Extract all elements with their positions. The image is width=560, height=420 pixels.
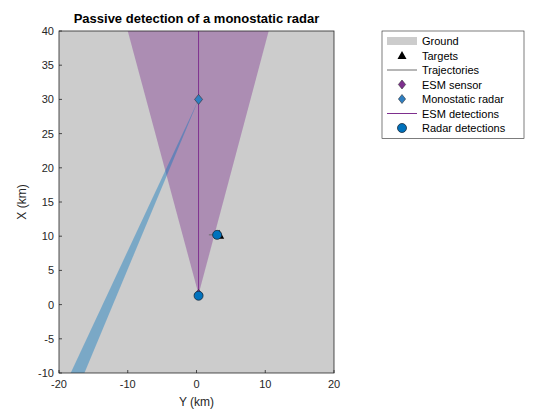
x-tick bbox=[59, 370, 60, 373]
y-axis-label: X (km) bbox=[15, 184, 29, 219]
x-tick-label: 10 bbox=[259, 378, 271, 390]
y-tick bbox=[59, 304, 62, 305]
x-tick bbox=[334, 370, 335, 373]
y-tick bbox=[59, 202, 62, 203]
y-tick-label: 30 bbox=[42, 93, 54, 105]
x-tick-label: -10 bbox=[120, 378, 136, 390]
legend-label: ESM detections bbox=[422, 108, 500, 120]
y-tick bbox=[59, 373, 62, 374]
title: Passive detection of a monostatic radar bbox=[74, 11, 320, 26]
y-tick bbox=[59, 31, 62, 32]
coverage-region bbox=[128, 31, 269, 294]
x-tick-label: 20 bbox=[328, 378, 340, 390]
y-tick-label: 0 bbox=[48, 299, 54, 311]
x-tick bbox=[196, 370, 197, 373]
y-tick-label: -5 bbox=[44, 333, 54, 345]
y-tick-label: 5 bbox=[48, 264, 54, 276]
point bbox=[195, 289, 203, 299]
plot-area bbox=[59, 31, 334, 373]
legend-label: Targets bbox=[422, 50, 459, 62]
y-tick bbox=[59, 338, 62, 339]
legend-label: Ground bbox=[422, 35, 459, 47]
x-tick bbox=[265, 370, 266, 373]
x-tick-label: -20 bbox=[51, 378, 67, 390]
y-tick bbox=[59, 99, 62, 100]
y-tick-label: 10 bbox=[42, 230, 54, 242]
series-line bbox=[198, 31, 199, 294]
legend-box bbox=[382, 31, 524, 139]
y-tick bbox=[59, 133, 62, 134]
legend-swatch bbox=[387, 113, 417, 114]
legend-swatch bbox=[387, 70, 417, 71]
y-tick-label: 40 bbox=[42, 25, 54, 37]
legend-swatch bbox=[398, 51, 407, 59]
y-tick-label: 20 bbox=[42, 162, 54, 174]
y-tick bbox=[59, 270, 62, 271]
point bbox=[194, 291, 203, 300]
x-tick-label: 0 bbox=[193, 378, 199, 390]
chart: -20-1001020-10-50510152025303540Passive … bbox=[0, 0, 560, 420]
y-tick bbox=[59, 167, 62, 168]
y-tick-label: 25 bbox=[42, 128, 54, 140]
y-tick-label: 35 bbox=[42, 59, 54, 71]
y-tick bbox=[59, 65, 62, 66]
legend-label: Monostatic radar bbox=[422, 93, 504, 105]
legend-swatch bbox=[398, 80, 405, 89]
x-axis-label: Y (km) bbox=[179, 395, 214, 409]
legend-label: Trajectories bbox=[422, 64, 480, 76]
y-tick-label: -10 bbox=[38, 367, 54, 379]
ground-area bbox=[59, 31, 334, 373]
legend-swatch bbox=[398, 95, 405, 104]
legend-label: Radar detections bbox=[422, 122, 506, 134]
legend: Ground Targets Trajectories ESM sensor Monos… bbox=[382, 31, 524, 139]
point bbox=[213, 230, 222, 239]
legend-swatch bbox=[387, 37, 417, 45]
coverage-region bbox=[71, 99, 199, 373]
legend-label: ESM sensor bbox=[422, 79, 482, 91]
legend-swatch bbox=[398, 124, 407, 133]
axes-frame bbox=[59, 31, 334, 373]
y-tick bbox=[59, 236, 62, 237]
x-tick bbox=[127, 370, 128, 373]
y-tick-label: 15 bbox=[42, 196, 54, 208]
point bbox=[195, 94, 203, 104]
